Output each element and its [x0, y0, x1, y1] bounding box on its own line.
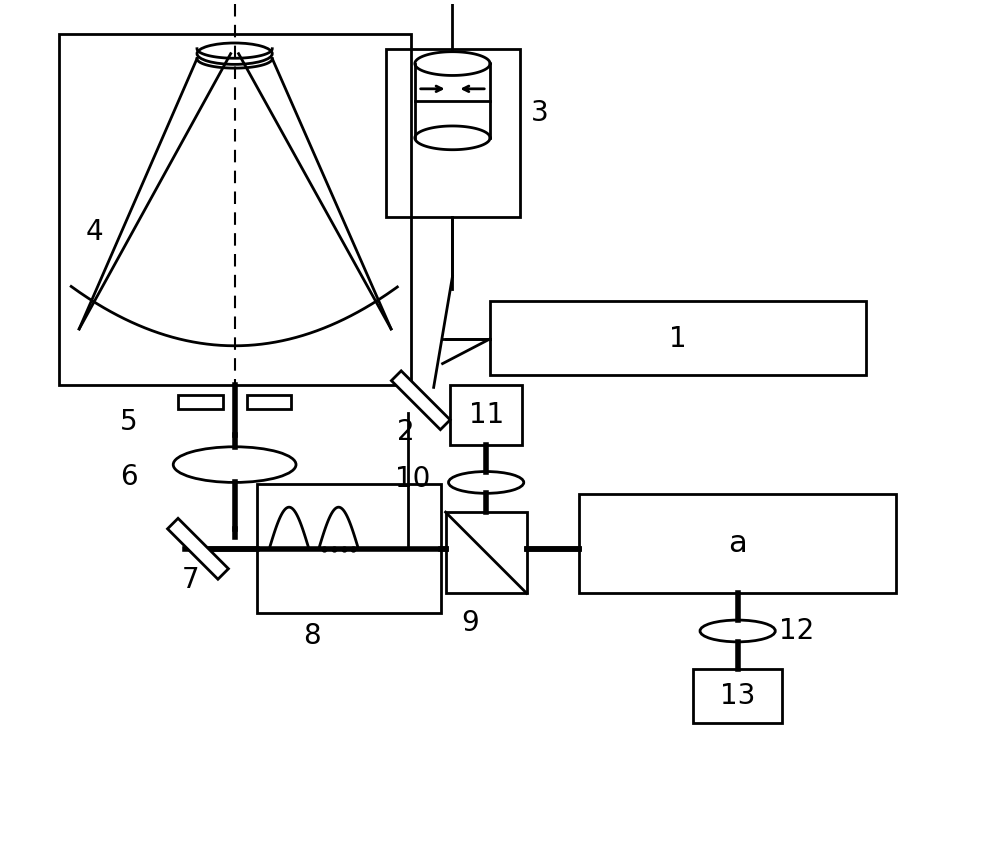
Text: 13: 13 — [720, 682, 755, 710]
Bar — [257, 484, 441, 613]
Text: 6: 6 — [120, 463, 137, 491]
Bar — [490, 301, 866, 376]
Text: 1: 1 — [669, 325, 687, 353]
Polygon shape — [391, 371, 450, 429]
Bar — [693, 669, 782, 723]
Polygon shape — [168, 518, 228, 579]
Text: 8: 8 — [303, 622, 321, 650]
Text: 11: 11 — [469, 401, 504, 429]
Bar — [579, 495, 896, 593]
Text: 7: 7 — [182, 566, 200, 594]
Bar — [178, 395, 223, 409]
Ellipse shape — [197, 43, 272, 65]
Ellipse shape — [700, 620, 775, 642]
Bar — [247, 395, 291, 409]
Text: a: a — [728, 530, 747, 558]
Text: 12: 12 — [779, 617, 814, 645]
Ellipse shape — [449, 472, 524, 493]
Bar — [386, 48, 520, 217]
Ellipse shape — [173, 447, 296, 483]
Text: 9: 9 — [461, 609, 479, 637]
Bar — [446, 513, 527, 593]
Text: 5: 5 — [120, 408, 137, 436]
Text: 2: 2 — [397, 418, 415, 446]
Text: 3: 3 — [531, 99, 548, 128]
Bar — [59, 34, 411, 385]
Text: 10: 10 — [395, 466, 431, 494]
Bar — [450, 385, 522, 445]
Text: 4: 4 — [85, 218, 103, 246]
